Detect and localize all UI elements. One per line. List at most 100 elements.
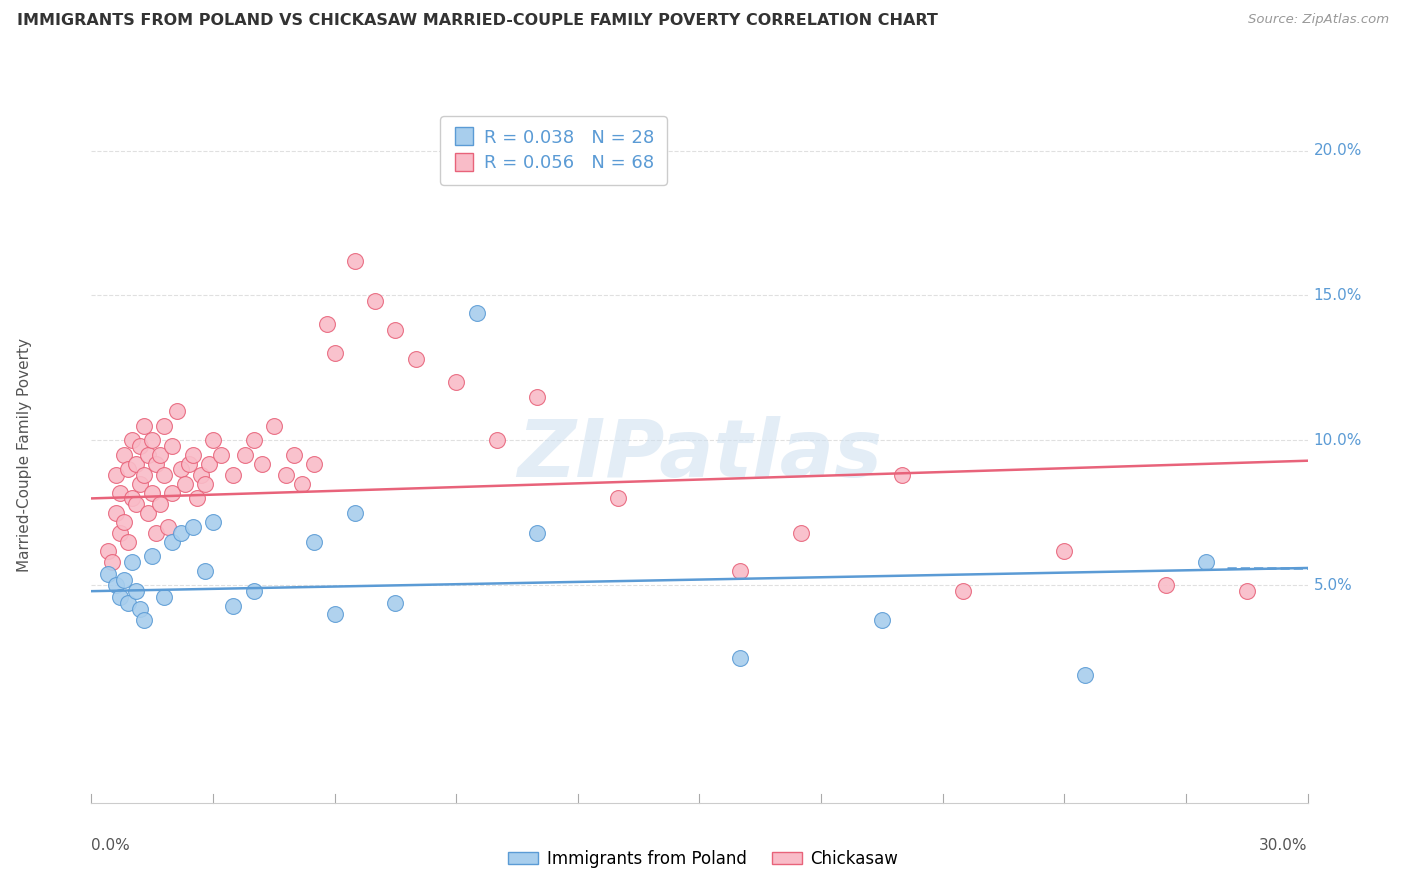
Point xyxy=(162,534,184,549)
Point xyxy=(202,515,225,529)
Point xyxy=(141,434,163,448)
Point xyxy=(222,599,245,613)
Point xyxy=(132,419,155,434)
Point xyxy=(186,491,208,506)
Point xyxy=(1236,584,1258,599)
Point xyxy=(112,515,135,529)
Legend: R = 0.038   N = 28, R = 0.056   N = 68: R = 0.038 N = 28, R = 0.056 N = 68 xyxy=(440,116,666,185)
Point xyxy=(117,534,139,549)
Point xyxy=(173,476,195,491)
Point xyxy=(1195,555,1218,569)
Text: ZIPatlas: ZIPatlas xyxy=(517,416,882,494)
Point xyxy=(198,457,221,471)
Point xyxy=(304,534,326,549)
Text: 30.0%: 30.0% xyxy=(1260,838,1308,853)
Point xyxy=(125,584,148,599)
Point xyxy=(607,491,630,506)
Point xyxy=(323,346,346,360)
Point xyxy=(181,520,204,534)
Point xyxy=(263,419,285,434)
Point xyxy=(136,448,159,462)
Point xyxy=(97,566,120,581)
Text: 5.0%: 5.0% xyxy=(1313,578,1353,593)
Point xyxy=(1053,543,1076,558)
Point xyxy=(112,448,135,462)
Point xyxy=(526,526,548,541)
Point xyxy=(222,468,245,483)
Point xyxy=(250,457,273,471)
Text: 0.0%: 0.0% xyxy=(91,838,131,853)
Point xyxy=(952,584,974,599)
Point xyxy=(132,468,155,483)
Text: 20.0%: 20.0% xyxy=(1313,143,1362,158)
Point xyxy=(870,613,893,627)
Point xyxy=(194,476,217,491)
Legend: Immigrants from Poland, Chickasaw: Immigrants from Poland, Chickasaw xyxy=(502,844,904,875)
Point xyxy=(384,323,406,337)
Point xyxy=(153,590,176,604)
Point xyxy=(132,613,155,627)
Point xyxy=(97,543,120,558)
Point xyxy=(104,578,127,592)
Point xyxy=(162,485,184,500)
Point xyxy=(117,462,139,476)
Point xyxy=(235,448,257,462)
Point xyxy=(125,457,148,471)
Point xyxy=(166,404,188,418)
Point xyxy=(104,506,127,520)
Point xyxy=(100,555,122,569)
Point xyxy=(274,468,297,483)
Point xyxy=(405,352,427,367)
Text: Married-Couple Family Poverty: Married-Couple Family Poverty xyxy=(17,338,32,572)
Point xyxy=(108,485,131,500)
Point xyxy=(169,526,191,541)
Point xyxy=(117,596,139,610)
Point xyxy=(153,468,176,483)
Point xyxy=(190,468,212,483)
Text: IMMIGRANTS FROM POLAND VS CHICKASAW MARRIED-COUPLE FAMILY POVERTY CORRELATION CH: IMMIGRANTS FROM POLAND VS CHICKASAW MARR… xyxy=(17,13,938,29)
Point xyxy=(157,520,180,534)
Point xyxy=(384,596,406,610)
Point xyxy=(323,607,346,622)
Point xyxy=(891,468,914,483)
Point xyxy=(194,564,217,578)
Point xyxy=(145,457,167,471)
Point xyxy=(121,555,143,569)
Point xyxy=(242,434,264,448)
Point xyxy=(177,457,200,471)
Point xyxy=(343,253,366,268)
Point xyxy=(104,468,127,483)
Point xyxy=(202,434,225,448)
Point xyxy=(526,390,548,404)
Point xyxy=(315,318,337,332)
Point xyxy=(141,485,163,500)
Point xyxy=(242,584,264,599)
Point xyxy=(149,448,172,462)
Point xyxy=(108,526,131,541)
Point xyxy=(291,476,314,491)
Point xyxy=(790,526,813,541)
Point xyxy=(129,439,152,453)
Point xyxy=(181,448,204,462)
Point xyxy=(149,497,172,511)
Point xyxy=(485,434,508,448)
Point xyxy=(129,476,152,491)
Point xyxy=(136,506,159,520)
Point xyxy=(1154,578,1177,592)
Text: 10.0%: 10.0% xyxy=(1313,433,1362,448)
Point xyxy=(112,573,135,587)
Point xyxy=(153,419,176,434)
Point xyxy=(465,306,488,320)
Point xyxy=(129,601,152,615)
Point xyxy=(141,549,163,564)
Point xyxy=(125,497,148,511)
Point xyxy=(1073,668,1095,682)
Point xyxy=(121,434,143,448)
Point xyxy=(121,491,143,506)
Point xyxy=(169,462,191,476)
Point xyxy=(209,448,232,462)
Point xyxy=(343,506,366,520)
Point xyxy=(162,439,184,453)
Text: Source: ZipAtlas.com: Source: ZipAtlas.com xyxy=(1249,13,1389,27)
Point xyxy=(283,448,305,462)
